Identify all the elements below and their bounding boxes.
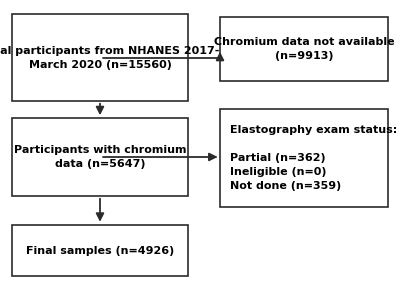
FancyBboxPatch shape [12, 225, 188, 276]
FancyBboxPatch shape [12, 14, 188, 101]
FancyBboxPatch shape [220, 109, 388, 207]
Text: Total participants from NHANES 2017-
March 2020 (n=15560): Total participants from NHANES 2017- Mar… [0, 46, 219, 70]
Text: Participants with chromium
data (n=5647): Participants with chromium data (n=5647) [14, 145, 186, 169]
FancyBboxPatch shape [12, 118, 188, 196]
Text: Chromium data not available
(n=9913): Chromium data not available (n=9913) [214, 37, 394, 61]
FancyBboxPatch shape [220, 17, 388, 81]
Text: Elastography exam status:

Partial (n=362)
Ineligible (n=0)
Not done (n=359): Elastography exam status: Partial (n=362… [230, 125, 397, 192]
Text: Final samples (n=4926): Final samples (n=4926) [26, 246, 174, 255]
